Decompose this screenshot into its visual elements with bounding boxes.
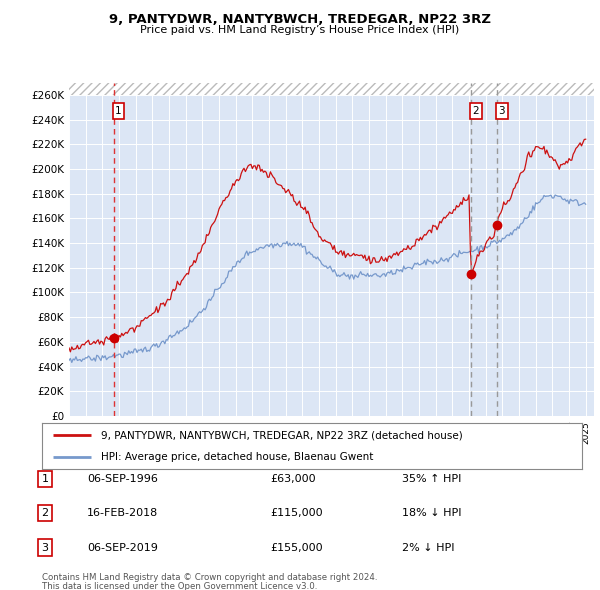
Text: 9, PANTYDWR, NANTYBWCH, TREDEGAR, NP22 3RZ: 9, PANTYDWR, NANTYBWCH, TREDEGAR, NP22 3… — [109, 13, 491, 26]
Text: HPI: Average price, detached house, Blaenau Gwent: HPI: Average price, detached house, Blae… — [101, 451, 374, 461]
Text: 2: 2 — [41, 509, 49, 518]
Text: This data is licensed under the Open Government Licence v3.0.: This data is licensed under the Open Gov… — [42, 582, 317, 590]
Text: 3: 3 — [41, 543, 49, 552]
Text: Price paid vs. HM Land Registry’s House Price Index (HPI): Price paid vs. HM Land Registry’s House … — [140, 25, 460, 35]
Text: 2: 2 — [473, 106, 479, 116]
Text: £63,000: £63,000 — [270, 474, 316, 484]
Text: 9, PANTYDWR, NANTYBWCH, TREDEGAR, NP22 3RZ (detached house): 9, PANTYDWR, NANTYBWCH, TREDEGAR, NP22 3… — [101, 431, 463, 441]
Text: 16-FEB-2018: 16-FEB-2018 — [87, 509, 158, 518]
Text: 3: 3 — [499, 106, 505, 116]
Text: 18% ↓ HPI: 18% ↓ HPI — [402, 509, 461, 518]
Text: £115,000: £115,000 — [270, 509, 323, 518]
Text: Contains HM Land Registry data © Crown copyright and database right 2024.: Contains HM Land Registry data © Crown c… — [42, 573, 377, 582]
Text: 1: 1 — [115, 106, 122, 116]
Text: 06-SEP-2019: 06-SEP-2019 — [87, 543, 158, 552]
Text: 35% ↑ HPI: 35% ↑ HPI — [402, 474, 461, 484]
Text: £155,000: £155,000 — [270, 543, 323, 552]
Text: 06-SEP-1996: 06-SEP-1996 — [87, 474, 158, 484]
Text: 1: 1 — [41, 474, 49, 484]
Text: 2% ↓ HPI: 2% ↓ HPI — [402, 543, 455, 552]
